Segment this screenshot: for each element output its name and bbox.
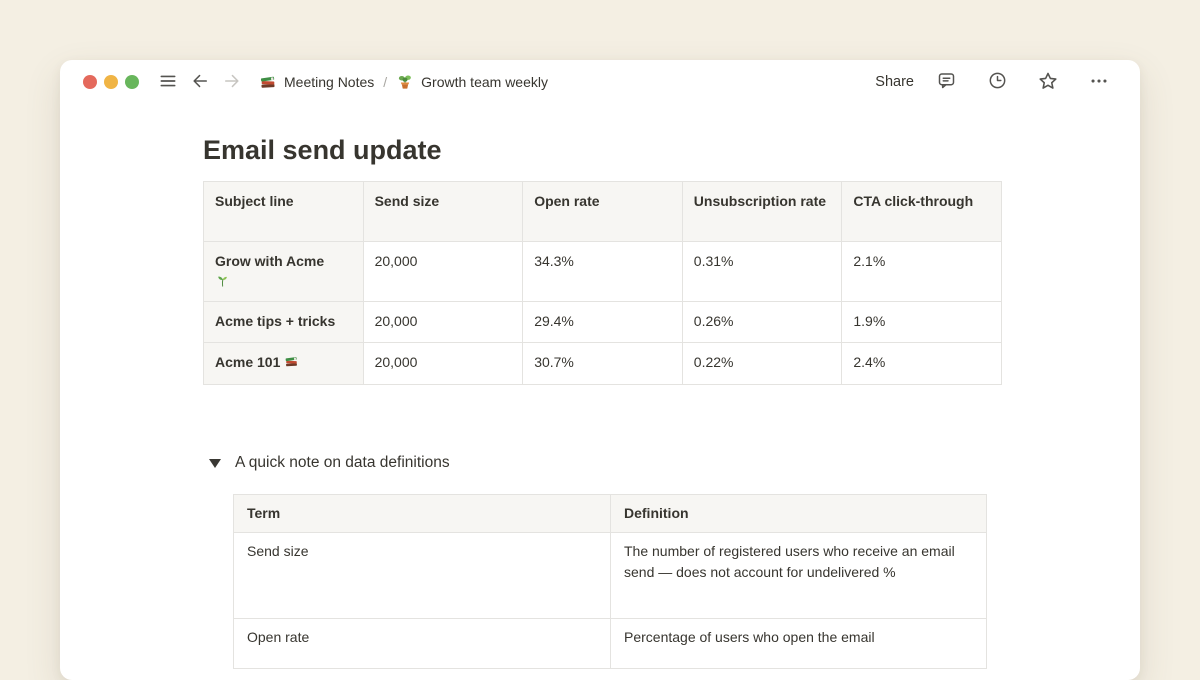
toggle-children: Term Definition Send size The number of re… xyxy=(233,494,1001,669)
table-cell[interactable]: 20,000 xyxy=(362,301,524,343)
table-cell[interactable]: 0.26% xyxy=(681,301,843,343)
table-cell[interactable]: 0.31% xyxy=(681,241,843,302)
breadcrumb-item-growth-team-weekly[interactable]: Growth team weekly xyxy=(396,73,548,91)
table-cell[interactable]: 2.1% xyxy=(841,241,1002,302)
more-button[interactable] xyxy=(1086,69,1112,95)
titlebar-actions: Share xyxy=(875,69,1118,95)
back-arrow-icon xyxy=(190,71,210,94)
notion-window: Meeting Notes / Growth team weekly xyxy=(60,60,1140,680)
forward-button[interactable] xyxy=(219,69,245,95)
email-metrics-table: Subject line Send size Open rate Unsubscrip… xyxy=(203,181,1002,385)
books-emoji xyxy=(284,354,299,375)
table-cell[interactable]: The number of registered users who recei… xyxy=(610,532,987,619)
breadcrumb-label: Meeting Notes xyxy=(284,74,375,90)
table-row: Grow with Acme 20,000 34.3% 0.31% 2.1% xyxy=(203,241,1002,302)
column-header[interactable]: Unsubscription rate xyxy=(681,181,843,242)
table-row: Acme 101 20,000 30.7% 0.22% 2.4% xyxy=(203,342,1002,385)
table-row: Open rate Percentage of users who open th… xyxy=(233,618,987,669)
breadcrumb-separator: / xyxy=(383,74,388,90)
table-header-row: Term Definition xyxy=(233,494,987,533)
close-window-button[interactable] xyxy=(83,75,97,89)
books-emoji xyxy=(259,73,277,91)
table-cell[interactable]: Send size xyxy=(233,532,611,619)
table-cell[interactable]: 29.4% xyxy=(522,301,683,343)
table-cell[interactable]: 2.4% xyxy=(841,342,1002,385)
table-cell[interactable]: Percentage of users who open the email xyxy=(610,618,987,669)
sidebar-menu-button[interactable] xyxy=(155,69,181,95)
table-row: Acme tips + tricks 20,000 29.4% 0.26% 1.9% xyxy=(203,301,1002,343)
zoom-window-button[interactable] xyxy=(125,75,139,89)
table-cell[interactable]: 30.7% xyxy=(522,342,683,385)
table-cell[interactable]: 20,000 xyxy=(362,342,524,385)
table-row: Send size The number of registered users … xyxy=(233,532,987,619)
desktop: { "titlebar": { "window_controls": [ { "… xyxy=(60,60,1140,680)
potted-plant-emoji xyxy=(396,73,414,91)
toggle-collapse-button[interactable] xyxy=(203,452,227,474)
forward-arrow-icon xyxy=(222,71,242,94)
favorite-button[interactable] xyxy=(1035,69,1061,95)
table-cell[interactable]: 34.3% xyxy=(522,241,683,302)
comments-button[interactable] xyxy=(933,69,959,95)
minimize-window-button[interactable] xyxy=(104,75,118,89)
table-cell[interactable]: 0.22% xyxy=(681,342,843,385)
page-content: Email send update Subject line Send size O… xyxy=(203,133,1002,669)
column-header[interactable]: Open rate xyxy=(522,181,683,242)
column-header[interactable]: Subject line xyxy=(203,181,364,242)
column-header[interactable]: Term xyxy=(233,494,611,533)
share-button[interactable]: Share xyxy=(875,74,914,90)
star-icon xyxy=(1037,70,1059,95)
column-header[interactable]: Definition xyxy=(610,494,987,533)
cell-text: Acme 101 xyxy=(215,354,281,370)
column-header[interactable]: Send size xyxy=(362,181,524,242)
table-cell[interactable]: Acme tips + tricks xyxy=(203,301,364,343)
breadcrumb-item-meeting-notes[interactable]: Meeting Notes xyxy=(259,73,374,91)
cell-text: Grow with Acme xyxy=(215,253,325,269)
updates-button[interactable] xyxy=(984,69,1010,95)
cell-text: Acme tips + tricks xyxy=(215,313,336,329)
breadcrumb: Meeting Notes / Growth team weekly xyxy=(259,73,548,91)
table-header-row: Subject line Send size Open rate Unsubscrip… xyxy=(203,181,1002,242)
hamburger-icon xyxy=(158,71,178,94)
column-header[interactable]: CTA click-through xyxy=(841,181,1002,242)
comment-icon xyxy=(936,70,957,94)
triangle-down-icon xyxy=(209,458,221,468)
breadcrumb-label: Growth team weekly xyxy=(421,74,548,90)
definitions-table: Term Definition Send size The number of re… xyxy=(233,494,987,669)
table-cell[interactable]: Grow with Acme xyxy=(203,241,364,302)
page-title[interactable]: Email send update xyxy=(203,135,442,165)
toggle-label[interactable]: A quick note on data definitions xyxy=(235,454,450,471)
clock-icon xyxy=(987,70,1008,94)
seedling-emoji xyxy=(215,273,352,291)
table-cell[interactable]: 1.9% xyxy=(841,301,1002,343)
table-cell[interactable]: Acme 101 xyxy=(203,342,364,385)
back-button[interactable] xyxy=(187,69,213,95)
table-cell[interactable]: 20,000 xyxy=(362,241,524,302)
toggle-block: A quick note on data definitions xyxy=(203,452,1001,474)
window-controls xyxy=(83,75,139,89)
ellipsis-icon xyxy=(1088,70,1110,95)
titlebar: Meeting Notes / Growth team weekly xyxy=(60,60,1140,104)
table-cell[interactable]: Open rate xyxy=(233,618,611,669)
